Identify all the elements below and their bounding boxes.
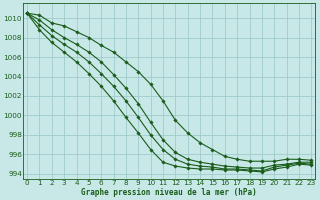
X-axis label: Graphe pression niveau de la mer (hPa): Graphe pression niveau de la mer (hPa)	[81, 188, 257, 197]
